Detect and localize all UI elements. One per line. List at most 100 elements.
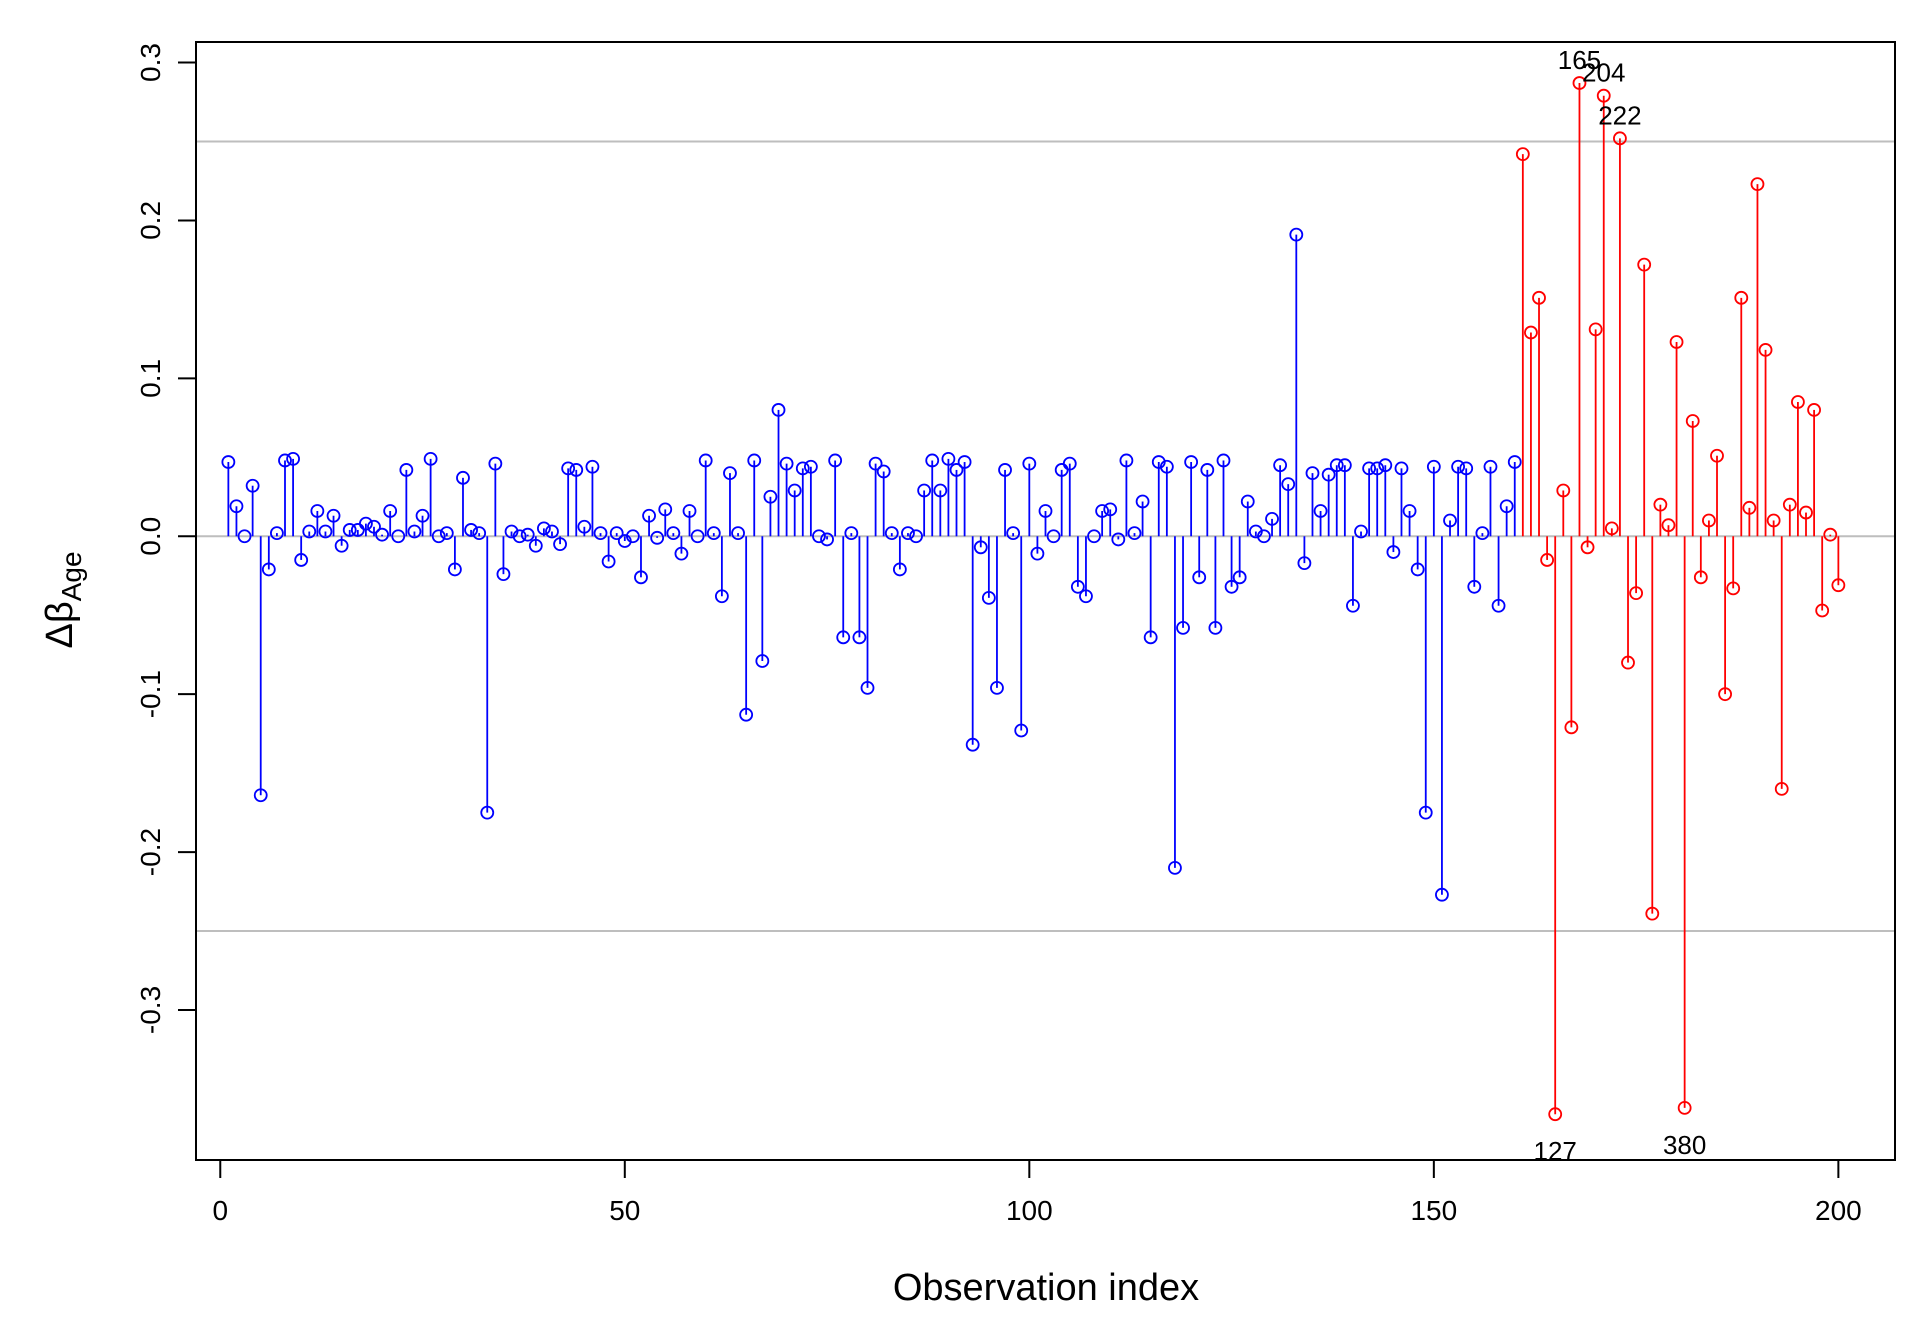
data-point bbox=[1556, 483, 1571, 498]
data-point bbox=[1257, 529, 1271, 544]
y-tick-label: 0.3 bbox=[135, 43, 166, 82]
data-point bbox=[1224, 579, 1239, 594]
data-point bbox=[1621, 655, 1635, 670]
data-point bbox=[925, 453, 940, 468]
data-point bbox=[1742, 500, 1757, 515]
data-point bbox=[941, 451, 956, 466]
data-point bbox=[1532, 290, 1546, 305]
data-point bbox=[1483, 459, 1498, 474]
data-point bbox=[1823, 527, 1838, 542]
data-point bbox=[1070, 579, 1085, 594]
data-point bbox=[1030, 546, 1045, 561]
data-point bbox=[1782, 497, 1797, 512]
point-label: 127 bbox=[1534, 1136, 1577, 1166]
data-point bbox=[407, 524, 422, 539]
data-point bbox=[286, 451, 300, 466]
data-point bbox=[658, 502, 673, 517]
data-point bbox=[650, 530, 665, 545]
data-point bbox=[779, 456, 794, 471]
data-point bbox=[1022, 456, 1037, 471]
data-point bbox=[1475, 526, 1490, 540]
data-point bbox=[1418, 805, 1433, 820]
data-point bbox=[358, 516, 373, 531]
data-point bbox=[1103, 502, 1118, 517]
data-point bbox=[844, 526, 859, 540]
data-point bbox=[1774, 782, 1789, 796]
data-point bbox=[990, 680, 1004, 695]
data-point bbox=[1087, 529, 1101, 544]
data-point bbox=[447, 562, 462, 577]
data-point bbox=[1014, 723, 1029, 738]
data-point bbox=[221, 455, 236, 469]
y-tick-label: -0.1 bbox=[135, 670, 166, 718]
data-point bbox=[1499, 499, 1514, 514]
data-point bbox=[1613, 131, 1627, 146]
data-point bbox=[1718, 687, 1732, 702]
data-point bbox=[439, 526, 454, 540]
data-point bbox=[229, 499, 244, 514]
data-point bbox=[302, 524, 317, 539]
y-axis: -0.3 -0.2 -0.1 0.0 0.1 0.2 0.3 bbox=[135, 43, 197, 1034]
data-point bbox=[253, 788, 268, 803]
data-point bbox=[334, 538, 349, 553]
data-point bbox=[1507, 455, 1522, 469]
data-point bbox=[1564, 720, 1579, 735]
x-axis: 0 50 100 150 200 bbox=[212, 1159, 1862, 1226]
data-point bbox=[1176, 620, 1190, 635]
data-point bbox=[326, 508, 341, 523]
data-point bbox=[270, 526, 284, 540]
plot-frame bbox=[195, 41, 1896, 1161]
data-point bbox=[1281, 477, 1296, 492]
data-point bbox=[1143, 630, 1158, 645]
data-point bbox=[981, 590, 996, 605]
data-point bbox=[1168, 860, 1182, 875]
data-point bbox=[1402, 504, 1417, 518]
data-point bbox=[1135, 494, 1150, 509]
data-point bbox=[1232, 570, 1247, 585]
data-point bbox=[1046, 529, 1061, 544]
data-point bbox=[755, 654, 770, 668]
data-point bbox=[1038, 504, 1053, 518]
data-points bbox=[221, 76, 1846, 1122]
y-axis-title: ΔβAge bbox=[39, 551, 87, 648]
data-point bbox=[682, 504, 697, 518]
x-axis-title: Observation index bbox=[893, 1267, 1199, 1309]
data-point bbox=[965, 737, 980, 752]
point-label: 222 bbox=[1598, 100, 1641, 130]
data-point bbox=[1807, 403, 1821, 417]
data-point bbox=[860, 680, 875, 695]
data-point bbox=[1661, 518, 1676, 533]
data-point bbox=[1540, 553, 1555, 567]
data-point bbox=[1702, 513, 1716, 528]
data-point bbox=[706, 526, 721, 540]
data-point bbox=[1831, 578, 1846, 593]
data-point bbox=[585, 459, 600, 474]
data-point bbox=[1451, 459, 1466, 474]
data-point bbox=[892, 562, 907, 577]
data-point bbox=[1321, 467, 1336, 482]
data-point bbox=[464, 523, 478, 537]
data-point bbox=[917, 483, 932, 498]
data-point bbox=[828, 453, 843, 468]
data-point bbox=[1467, 579, 1482, 594]
x-tick-label: 150 bbox=[1410, 1195, 1457, 1226]
data-point bbox=[1588, 322, 1603, 337]
data-point bbox=[933, 483, 948, 498]
data-point bbox=[1362, 461, 1377, 476]
data-point bbox=[310, 504, 325, 518]
data-point bbox=[496, 567, 511, 582]
y-axis-title-symbol: Δβ bbox=[39, 601, 81, 648]
data-point bbox=[472, 526, 487, 540]
data-point bbox=[634, 570, 648, 585]
data-point bbox=[1815, 603, 1830, 618]
data-point bbox=[812, 529, 826, 544]
data-point bbox=[723, 466, 737, 480]
data-point bbox=[528, 538, 543, 553]
data-point bbox=[998, 463, 1012, 477]
data-point bbox=[1370, 461, 1385, 476]
data-point bbox=[1111, 532, 1126, 547]
data-stems bbox=[227, 83, 1840, 1115]
data-point bbox=[1604, 521, 1619, 536]
